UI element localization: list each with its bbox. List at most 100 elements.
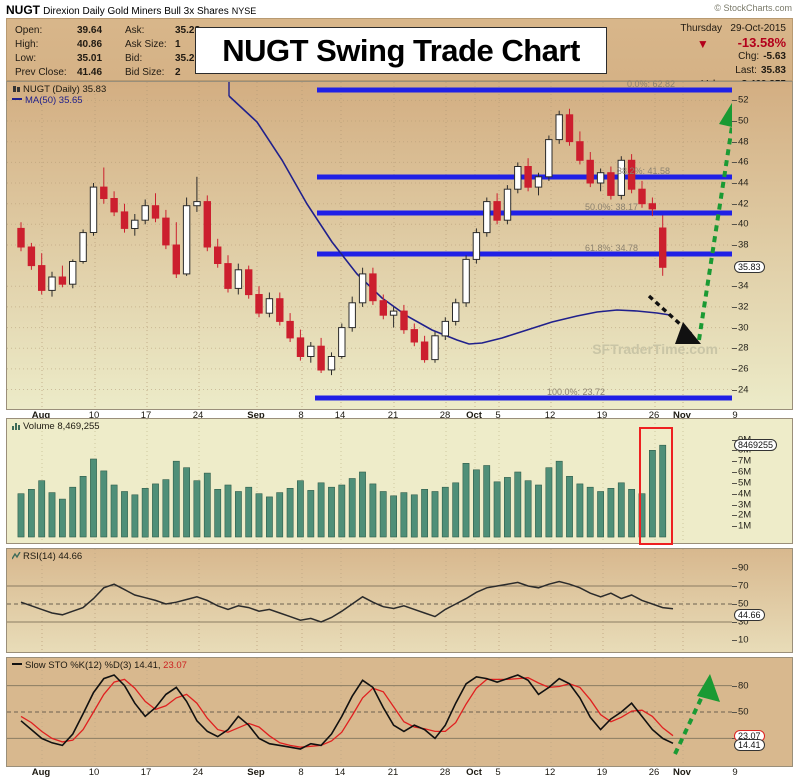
axis-tick-mark xyxy=(732,183,737,184)
volume-y-axis: 9M8M7M6M5M4M3M2M1M8469255 xyxy=(732,419,792,543)
quote-bidask-row: Ask: 35.28 xyxy=(125,24,255,38)
axis-tick-mark xyxy=(732,286,737,288)
rsi-y-axis: 90 70 50 30 10 44.66 xyxy=(732,549,792,652)
x-axis-tick: Nov xyxy=(673,410,691,421)
quote-day: Thursday xyxy=(680,23,723,34)
watermark: SFTraderTime.com xyxy=(592,341,718,357)
security-description: Direxion Daily Gold Miners Bull 3x Share… xyxy=(43,6,229,17)
axis-tick-label: 26 xyxy=(738,363,749,375)
x-axis-tick: 8 xyxy=(298,767,304,778)
quote-bidask-value: 35.28 xyxy=(175,25,201,36)
x-axis-tick: 10 xyxy=(88,767,100,778)
axis-tick-label: 5M xyxy=(738,477,752,489)
x-axis-tick: 26 xyxy=(648,767,660,778)
quote-ohlc-label: Low: xyxy=(15,53,37,64)
stochastic-panel: Slow STO %K(12) %D(3) 14.41, 23.07 80 50 2… xyxy=(6,657,793,767)
x-axis-bottom: Aug 10 17 24 Sep 8 14 21 28 Oct 5 12 19 26 Nov 9 xyxy=(6,767,793,783)
axis-tick-mark xyxy=(732,640,737,641)
stoch-d-value: 23.07 xyxy=(163,660,187,671)
price-legend-label: NUGT (Daily) 35.83 xyxy=(23,84,107,95)
axis-tick-mark xyxy=(732,482,737,484)
axis-tick-mark xyxy=(732,439,737,441)
axis-tick-label: 6M xyxy=(738,466,752,478)
axis-tick-mark xyxy=(732,162,737,164)
rsi-line-svg xyxy=(7,549,732,652)
quote-ohlc-value: 35.01 xyxy=(77,53,103,64)
axis-tick-label: 50 xyxy=(738,598,749,610)
x-axis-tick: Aug xyxy=(31,410,51,421)
x-axis-tick: 9 xyxy=(732,410,738,421)
axis-tick-label: 90 xyxy=(738,562,749,574)
axis-tick-label: 32 xyxy=(738,301,749,313)
quote-ohlc-value: 41.46 xyxy=(77,67,103,78)
axis-tick-mark xyxy=(732,604,737,605)
rsi-legend: RSI(14) 44.66 xyxy=(11,551,82,562)
quote-ohlc-label: Open: xyxy=(15,25,43,36)
quote-bidask-value: 1 xyxy=(175,39,181,50)
x-axis-tick: 8 xyxy=(298,410,304,421)
axis-tick-mark xyxy=(732,368,737,370)
x-axis-tick: 24 xyxy=(192,410,204,421)
quote-column-bidask: Ask: 35.28 Ask Size: 1 Bid: 35.20 Bid Size: 2 xyxy=(125,24,255,80)
axis-tick-label: 24 xyxy=(738,384,749,396)
axis-tick-mark xyxy=(732,504,737,506)
axis-tick-label: 42 xyxy=(738,198,749,210)
x-axis-tick: 5 xyxy=(495,767,501,778)
axis-tick-label: 80 xyxy=(738,680,749,692)
axis-tick-label: 38 xyxy=(738,239,749,251)
x-axis-tick: 21 xyxy=(387,767,399,778)
chart-title: NUGT Swing Trade Chart xyxy=(222,32,580,68)
quote-ohlc-row: Low: 35.01 xyxy=(15,52,135,66)
exchange-label: NYSE xyxy=(231,6,257,16)
axis-tick-mark xyxy=(732,306,737,308)
quote-summary-row: Last: 35.83 xyxy=(680,64,786,78)
axis-tick-mark xyxy=(732,712,737,713)
quote-summary-value: 35.83 xyxy=(760,65,786,76)
quote-bidask-row: Bid Size: 2 xyxy=(125,66,255,80)
quote-date-row: Thursday 29-Oct-2015 xyxy=(680,22,786,36)
x-axis-tick: 14 xyxy=(334,410,346,421)
axis-tick-mark xyxy=(732,121,737,123)
x-axis-tick: 12 xyxy=(544,767,556,778)
rsi-icon xyxy=(11,551,21,560)
candlestick-icon xyxy=(12,85,21,93)
price-legend: NUGT (Daily) 35.83 MA(50) 35.65 xyxy=(12,84,106,106)
ma-legend-label: MA(50) 35.65 xyxy=(25,95,83,106)
axis-tick-mark xyxy=(732,493,737,495)
x-axis-price: Aug 10 17 24 Sep 8 14 21 28 Oct 5 12 19 26 Nov 9 xyxy=(6,410,793,426)
axis-tick-mark xyxy=(732,244,737,246)
axis-value-marker: 14.41 xyxy=(734,739,765,752)
fib-level-label: 50.0%: 38.17 xyxy=(585,202,639,212)
axis-tick-label: 30 xyxy=(738,616,749,628)
axis-tick-label: 34 xyxy=(738,280,749,292)
axis-tick-label: 28 xyxy=(738,342,749,354)
axis-tick-mark xyxy=(732,389,737,391)
stockcharts-credit: © StockCharts.com xyxy=(714,3,792,13)
fib-level-label: 61.8%: 34.78 xyxy=(585,243,639,253)
axis-tick-mark xyxy=(732,685,737,687)
axis-tick-mark xyxy=(732,141,737,143)
fib-level-label: 100.0%: 23.72 xyxy=(547,387,606,397)
quote-change-row: ▼ -13.58% xyxy=(680,36,786,52)
quote-summary-value: -5.63 xyxy=(763,51,786,62)
quote-column-ohlc: Open: 39.64 High: 40.86 Low: 35.01 Prev Close:… xyxy=(15,24,135,80)
fib-level-label: 0.0%: 62.82 xyxy=(627,79,676,89)
quote-ohlc-row: Open: 39.64 xyxy=(15,24,135,38)
x-axis-tick: 21 xyxy=(387,410,399,421)
rsi-panel: RSI(14) 44.66 90 70 50 30 10 44.66 xyxy=(6,548,793,653)
axis-tick-mark xyxy=(732,203,737,205)
stoch-sep: , xyxy=(157,660,164,671)
ma-legend: MA(50) 35.65 xyxy=(12,95,106,106)
axis-tick-mark xyxy=(732,327,737,329)
x-axis-tick: 12 xyxy=(544,410,556,421)
axis-tick-label: 50 xyxy=(738,706,749,718)
axis-tick-mark xyxy=(732,348,737,350)
stochastic-legend: Slow STO %K(12) %D(3) 14.41, 23.07 xyxy=(12,660,187,671)
axis-tick-label: 10 xyxy=(738,634,749,646)
quote-ohlc-label: High: xyxy=(15,39,39,50)
axis-value-marker: 8469255 xyxy=(734,439,778,452)
quote-bidask-row: Bid: 35.20 xyxy=(125,52,255,66)
axis-tick-label: 40 xyxy=(738,218,749,230)
